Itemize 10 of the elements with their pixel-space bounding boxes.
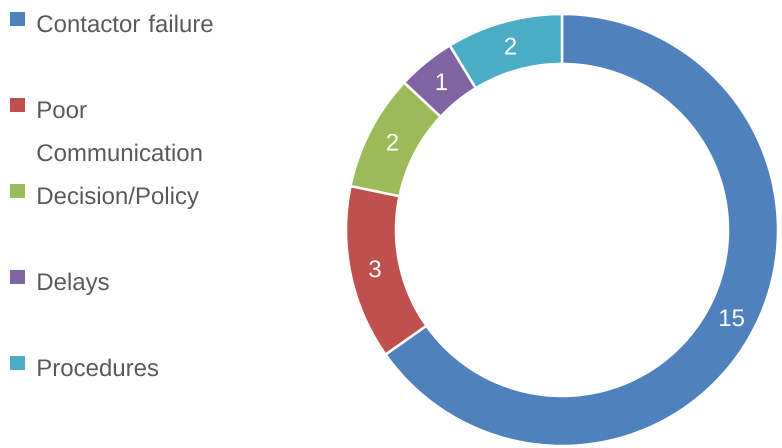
- data-label: 2: [505, 38, 516, 54]
- legend-label: Procedures: [38, 358, 158, 376]
- data-label: 2: [386, 134, 398, 150]
- data-label: 1: [436, 74, 447, 90]
- legend-label: Contactor failure: [37, 14, 213, 32]
- legend-label: Poor Communication: [37, 101, 202, 162]
- data-label: 3: [369, 260, 381, 278]
- legend-label: Delays: [38, 272, 109, 295]
- data-label: 15: [720, 309, 744, 326]
- legend-label: Decision/Policy: [38, 186, 199, 209]
